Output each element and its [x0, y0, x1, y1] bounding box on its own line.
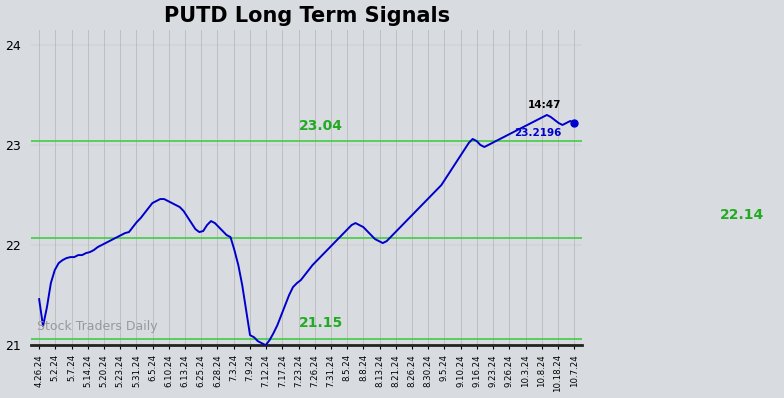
Text: 14:47: 14:47	[528, 100, 561, 110]
Text: Stock Traders Daily: Stock Traders Daily	[37, 320, 157, 333]
Text: 21.15: 21.15	[299, 316, 343, 330]
Text: 23.2196: 23.2196	[514, 128, 561, 138]
Text: 22.14: 22.14	[720, 208, 764, 222]
Text: 23.04: 23.04	[299, 119, 343, 133]
Title: PUTD Long Term Signals: PUTD Long Term Signals	[164, 6, 450, 25]
